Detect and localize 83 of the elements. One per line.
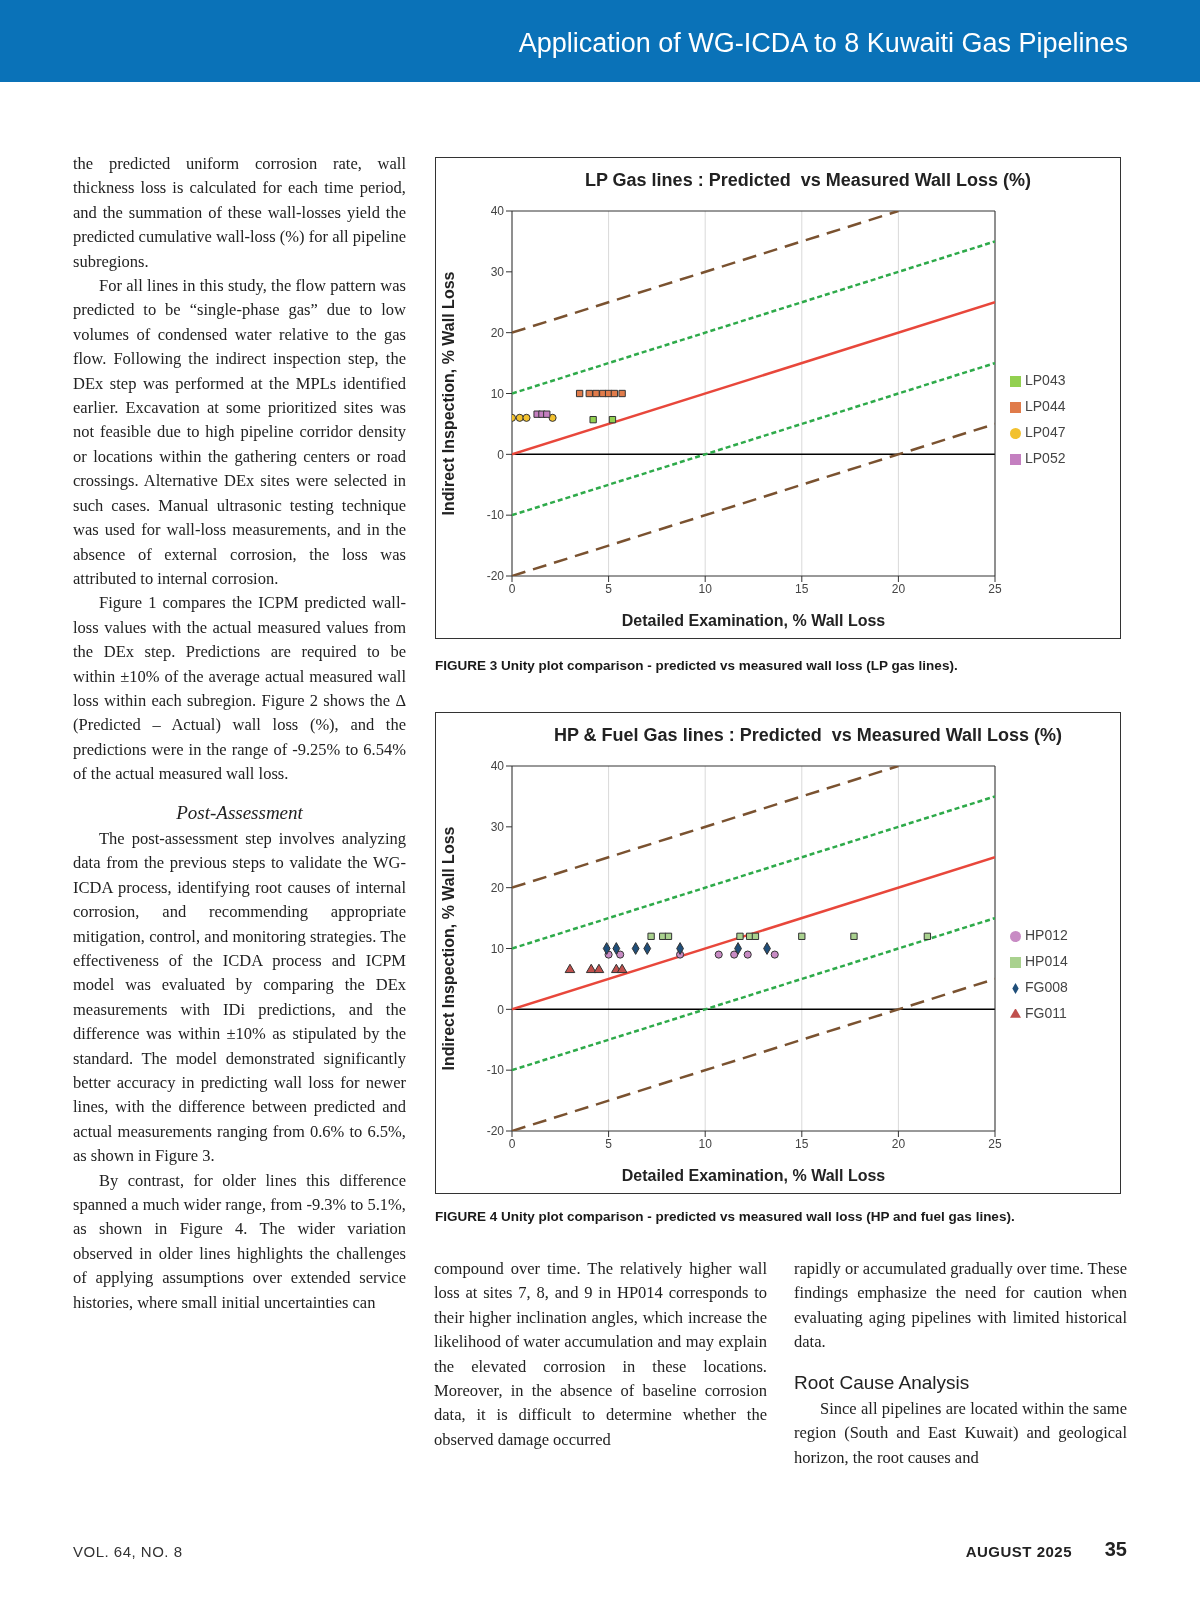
text: The post-assessment step involves analyzing data from the previous steps to validate the WG-ICDA process, identifying root causes of internal corrosion, and recommending appropriate mitigation, control, and monitoring strategies. The effectiveness of the ICDA process and ICPM model was evaluated by comparing the DEx measurements with IDi predictions, and the difference was within ±10% as stipulated by the standard. The model demonstrated significantly better accuracy in predicting wall loss for newer lines, with the difference between predicted and actual measurements ranging from 0.6% to 6.5%, as shown in Figure 3. xyxy=(73,828,406,1166)
point xyxy=(751,932,760,940)
chart-title: LP Gas lines : Predicted vs Measured Wall Loss (%) xyxy=(583,168,1033,192)
legend-label: LP052 xyxy=(1025,450,1066,466)
point xyxy=(589,416,597,424)
point xyxy=(647,932,655,940)
point xyxy=(610,389,619,398)
text: 35 xyxy=(1104,1538,1127,1561)
point xyxy=(592,389,600,398)
x-tick-label: 0 xyxy=(508,581,516,596)
legend-label: LP043 xyxy=(1025,372,1066,388)
point xyxy=(736,932,744,940)
y-tick-label: -20 xyxy=(486,569,505,584)
caption: FIGURE 4 Unity plot comparison - predicted vs measured wall loss (HP and fuel gas lines). xyxy=(435,1209,1015,1224)
y-tick-label: 30 xyxy=(490,265,505,280)
x-tick-label: 5 xyxy=(605,581,613,596)
legend-label: HP014 xyxy=(1025,953,1068,969)
point xyxy=(564,963,576,974)
point xyxy=(798,932,806,940)
point xyxy=(770,950,779,959)
y-tick-label: -10 xyxy=(486,508,505,523)
caption: FIGURE 3 Unity plot comparison - predicted vs measured wall loss (LP gas lines). xyxy=(435,658,958,673)
point xyxy=(923,932,932,940)
x-tick-label: 25 xyxy=(988,1136,1002,1151)
point xyxy=(575,389,584,398)
y-axis-title: Indirect Inspection, % Wall Loss xyxy=(439,826,457,1071)
legend-label: FG011 xyxy=(1025,1005,1067,1021)
text: Post-Assessment xyxy=(175,800,304,825)
y-tick-label: 20 xyxy=(490,325,505,340)
text: AUGUST 2025 xyxy=(965,1543,1072,1560)
point xyxy=(616,963,628,974)
legend-label: LP047 xyxy=(1025,424,1066,440)
point xyxy=(608,416,617,424)
legend-label: HP012 xyxy=(1025,927,1068,943)
x-tick-label: 20 xyxy=(891,581,906,596)
y-tick-label: 0 xyxy=(497,1002,505,1017)
x-tick-label: 10 xyxy=(698,581,713,596)
point xyxy=(618,389,626,398)
point xyxy=(515,413,524,422)
text: compound over time. The relatively higher wall loss at sites 7, 8, and 9 in HP014 corresponds to their higher inclination angles, which increase the likelihood of water accumulation and may explain the elevated corrosion in these locations. Moreover, in the absence of baseline corrosion data, it is difficult to determine whether the observed damage occurred xyxy=(434,1258,767,1451)
y-tick-label: 0 xyxy=(497,447,505,462)
point xyxy=(543,410,551,418)
x-tick-label: 15 xyxy=(795,1136,809,1151)
point xyxy=(850,932,858,940)
x-tick-label: 5 xyxy=(605,1136,613,1151)
point xyxy=(585,963,597,974)
text: rapidly or accumulated gradually over time. These findings emphasize the need for caution when evaluating aging pipelines with limited historical data. xyxy=(794,1258,1127,1354)
y-tick-label: 30 xyxy=(490,820,505,835)
text: Application of WG-ICDA to 8 Kuwaiti Gas Pipelines xyxy=(518,28,1128,59)
legend-label: LP044 xyxy=(1025,398,1066,414)
text: By contrast, for older lines this difference spanned a much wider range, from -9.3% to 5.1%, as shown in Figure 4. The wider variation observed in older lines highlights the challenges of applying assumptions over extended service histories, where small initial uncertainties can xyxy=(73,1169,406,1314)
y-tick-label: 40 xyxy=(490,204,505,219)
point xyxy=(548,413,557,422)
x-axis-title: Detailed Examination, % Wall Loss xyxy=(621,1167,886,1184)
text: Since all pipelines are located within the same region (South and East Kuwait) and geological horizon, the root causes and xyxy=(794,1398,1127,1469)
y-tick-label: 10 xyxy=(490,386,505,401)
y-tick-label: 40 xyxy=(490,759,505,774)
y-tick-label: 10 xyxy=(490,941,505,956)
point xyxy=(522,413,531,422)
point xyxy=(730,950,739,959)
point xyxy=(616,950,625,959)
text: VOL. 64, NO. 8 xyxy=(73,1543,183,1560)
x-tick-label: 25 xyxy=(988,581,1002,596)
y-tick-label: -20 xyxy=(486,1124,505,1139)
x-tick-label: 15 xyxy=(795,581,809,596)
x-tick-label: 20 xyxy=(891,1136,906,1151)
chart-title: HP & Fuel Gas lines : Predicted vs Measured Wall Loss (%) xyxy=(552,723,1064,747)
y-axis-title: Indirect Inspection, % Wall Loss xyxy=(439,271,457,516)
point xyxy=(593,963,605,974)
point xyxy=(664,932,673,940)
y-tick-label: -10 xyxy=(486,1063,505,1078)
text: the predicted uniform corrosion rate, wall thickness loss is calculated for each time period, and the summation of these wall-losses yield the predicted cumulative wall-loss (%) for all pipeline subregions. xyxy=(73,153,406,273)
x-axis-title: Detailed Examination, % Wall Loss xyxy=(621,612,886,629)
text: For all lines in this study, the flow pattern was predicted to be “single-phase gas” due to low volumes of condensed water relative to the gas flow. Following the indirect inspection step, the DEx step was performed at the MPLs identified earlier. Excavation at some prioritized sites was not feasible due to high pipeline corridor density or locations within the gathering centers or road crossings. Alternative DEx sites were selected in such cases. Manual ultrasonic testing technique was used for wall-loss measurements, and in the absence of external corrosion, the loss was attributed to internal corrosion. xyxy=(73,276,406,588)
point xyxy=(743,950,752,959)
point xyxy=(714,950,723,959)
text: Root Cause Analysis xyxy=(794,1370,971,1395)
caption: Figure 1 compares the ICPM predicted wall-loss values with the actual measured values from the DEx step. Predictions are required to be within ±10% of the average actual measured wall loss within each subregion. Figure 2 shows the Δ (Predicted – Actual) wall loss (%), and the predictions were in the range of -9.25% to 6.54% of the actual measured wall loss. xyxy=(73,592,406,786)
point xyxy=(585,389,593,398)
x-tick-label: 0 xyxy=(508,1136,516,1151)
x-tick-label: 10 xyxy=(698,1136,713,1151)
y-tick-label: 20 xyxy=(490,880,505,895)
legend-label: FG008 xyxy=(1025,979,1068,995)
